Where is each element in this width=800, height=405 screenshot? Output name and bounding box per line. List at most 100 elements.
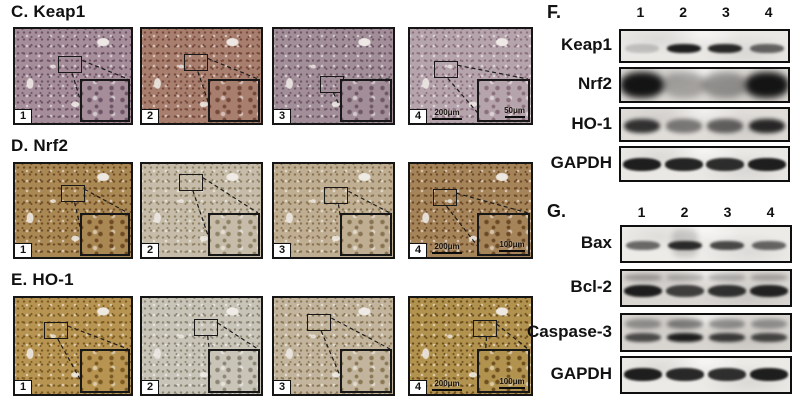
blot-panel-label-f: F.: [547, 2, 562, 22]
lane-number: 1: [636, 4, 645, 20]
lane-number: 2: [680, 204, 689, 220]
magnified-inset: 100μm: [477, 213, 530, 256]
panel-number-badge: 3: [274, 380, 291, 394]
panel-number: 2: [146, 110, 154, 122]
lane-number: 1: [637, 204, 646, 220]
wb-band-upper: [625, 318, 661, 329]
lane-number: 4: [766, 204, 775, 220]
panel-number: 3: [278, 381, 286, 393]
protein-label-gapdh: GAPDH: [550, 364, 612, 383]
panel-number: 3: [278, 244, 286, 256]
lane-number: 3: [723, 204, 732, 220]
magnified-inset: 50μm: [477, 79, 530, 122]
ihc-row-title-c: C. Keap1: [11, 2, 86, 21]
protein-label-nrf2: Nrf2: [577, 74, 612, 93]
magnified-region-box: [433, 61, 458, 79]
wb-band: [710, 241, 744, 251]
protein-label-gapdh: GAPDH: [550, 153, 612, 172]
magnified-inset: [208, 79, 260, 122]
wb-band-upper: [750, 273, 788, 281]
wb-band: [624, 43, 659, 53]
scale-bar-label: 100μm: [499, 377, 525, 386]
magnified-inset: [80, 79, 130, 122]
scale-bar-line: [432, 118, 462, 120]
wb-band: [622, 157, 661, 171]
wb-band: [664, 157, 703, 171]
wb-band-upper: [624, 273, 662, 281]
scale-bar-line: [504, 116, 525, 118]
magnified-inset: 100μm: [477, 349, 530, 393]
magnified-region-box: [178, 173, 203, 191]
panel-number-badge: 4: [410, 243, 427, 257]
lane-number: 3: [721, 4, 730, 20]
wb-band: [751, 333, 787, 343]
blot-strip-f-ho-1: [619, 107, 790, 142]
scale-bar-line: [432, 389, 462, 391]
magnified-inset: [208, 213, 260, 256]
scale-bar-main: 200μm: [432, 380, 462, 391]
ihc-panel-c3: 3: [272, 27, 395, 125]
magnified-region-box: [58, 56, 83, 74]
panel-number-badge: 4: [410, 109, 427, 123]
panel-number-badge: 2: [142, 109, 159, 123]
blot-panel-label-g: G.: [547, 201, 567, 221]
ihc-panel-e1: 1: [13, 296, 133, 396]
magnified-region-box: [307, 314, 332, 331]
panel-number: 4: [414, 244, 422, 256]
wb-band: [624, 368, 662, 382]
scale-bar-label: 200μm: [434, 242, 460, 251]
callout-dashed-lines: [197, 57, 259, 120]
wb-band: [666, 285, 704, 298]
blot-strip-f-keap1: [619, 29, 790, 63]
wb-band: [708, 285, 746, 298]
scale-bar-line: [499, 250, 525, 252]
panel-number: 1: [19, 110, 27, 122]
ihc-panel-e2: 2: [140, 296, 263, 396]
magnified-inset: [340, 79, 392, 122]
ihc-panel-e3: 3: [272, 296, 395, 396]
callout-dashed-lines: [192, 177, 259, 254]
panel-number-badge: 2: [142, 380, 159, 394]
wb-band: [624, 285, 662, 298]
lane-number: 4: [764, 4, 773, 20]
wb-band: [666, 368, 704, 382]
blot-strip-f-nrf2: [619, 67, 790, 103]
magnified-region-box: [60, 185, 85, 203]
blot-strip-g-bcl-2: [620, 269, 792, 307]
ihc-panel-c2: 2: [140, 27, 263, 125]
magnified-region-box: [183, 54, 208, 72]
wb-band: [706, 157, 745, 171]
wb-band-upper: [751, 318, 787, 329]
wb-band: [750, 285, 788, 298]
wb-band-upper: [666, 273, 704, 281]
panel-number-badge: 3: [274, 109, 291, 123]
scale-bar-line: [499, 387, 525, 389]
panel-number-badge: 4: [410, 380, 427, 394]
protein-label-caspase-3: Caspase-3: [526, 321, 612, 341]
lane-number: 2: [679, 4, 688, 20]
magnified-inset: [340, 349, 392, 393]
scale-bar-label: 100μm: [499, 240, 525, 249]
protein-label-bax: Bax: [580, 233, 612, 252]
wb-band: [623, 119, 660, 134]
scale-bar-line: [432, 252, 462, 254]
wb-band-upper: [708, 273, 746, 281]
wb-band: [752, 241, 786, 251]
scale-bar-inset: 100μm: [499, 241, 525, 252]
panel-number-badge: 1: [15, 380, 32, 394]
ihc-row-title-d: D. Nrf2: [11, 136, 69, 155]
wb-band: [668, 241, 702, 251]
ihc-row-title-e: E. HO-1: [11, 270, 74, 289]
panel-number: 1: [19, 381, 27, 393]
wb-band: [709, 333, 745, 343]
wb-band: [667, 333, 703, 343]
ihc-panel-d2: 2: [140, 162, 263, 259]
protein-label-bcl-2: Bcl-2: [570, 277, 612, 296]
magnified-inset: [80, 349, 130, 393]
wb-band: [703, 71, 748, 98]
magnified-region-box: [43, 322, 68, 339]
magnified-inset: [80, 213, 130, 256]
scale-bar-main: 200μm: [432, 109, 462, 120]
blot-strip-g-gapdh: [620, 356, 792, 394]
callout-dashed-lines: [71, 59, 129, 120]
